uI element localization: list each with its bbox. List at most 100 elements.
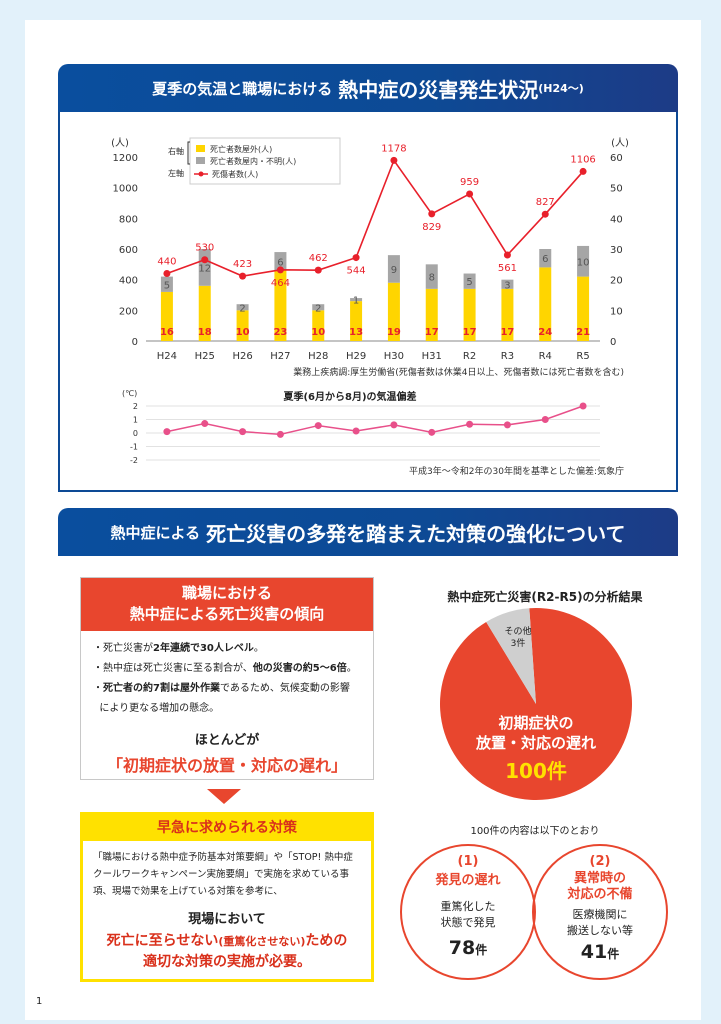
- bar-indoor-label: 5: [466, 277, 472, 288]
- temp-point: [276, 430, 284, 438]
- x-tick-label: H30: [384, 351, 404, 362]
- line-point-label: 561: [498, 263, 517, 274]
- trend-box-header: 職場における 熱中症による死亡災害の傾向: [81, 578, 373, 631]
- bar-outdoor-label: 17: [425, 327, 439, 338]
- temp-line: [166, 405, 584, 436]
- page-number: 1: [36, 996, 43, 1007]
- section1-banner: 夏季の気温と職場における 熱中症の災害発生状況 (H24〜): [58, 64, 678, 112]
- bar-outdoor-label: 18: [198, 327, 212, 338]
- left-tick-label: 1000: [113, 184, 138, 195]
- trend-header-line2: 熱中症による死亡災害の傾向: [129, 605, 325, 623]
- left-tick-label: 0: [132, 337, 138, 348]
- temp-point: [579, 402, 587, 410]
- line-point-label: 829: [422, 222, 441, 233]
- bar-outdoor-label: 24: [538, 327, 552, 338]
- temp-tick-label: -1: [130, 443, 138, 452]
- bullet-item: により更なる増加の懸念。: [93, 703, 220, 714]
- bar-indoor: [425, 264, 438, 289]
- x-tick-label: R2: [463, 351, 476, 362]
- trend-bullets: ・死亡災害が2年連続で30人レベル。 ・熱中症は死亡災害に至る割合が、他の災害の…: [81, 631, 373, 719]
- section1-title-big: 熱中症の災害発生状況: [338, 77, 539, 102]
- left-tick-label: 200: [119, 306, 138, 317]
- bar-indoor: [463, 273, 476, 289]
- bullet-item: ・熱中症は死亡災害に至る割合が、他の災害の約5〜6倍。: [93, 663, 357, 674]
- pie-slice-other: [486, 608, 536, 704]
- bar-indoor-label: 9: [391, 265, 397, 276]
- right-tick-label: 0: [610, 337, 616, 348]
- measures-body: 「職場における熱中症予防基本対策要綱」や「STOP! 熱中症クールワークキャンペ…: [93, 852, 353, 897]
- pie-main-label-1: 初期症状の: [498, 714, 573, 732]
- line-point: [314, 266, 322, 274]
- bar-outdoor-label: 19: [387, 327, 401, 338]
- x-tick-label: H31: [422, 351, 442, 362]
- disaster-chart: (人) (人)0200400600800100012000102030405060…: [111, 137, 629, 477]
- temp-tick-label: 0: [133, 429, 138, 438]
- legend-right-axis: 右軸: [168, 146, 184, 156]
- temp-point: [201, 420, 209, 428]
- bullet-item: ・死亡災害が2年連続で30人レベル。: [93, 643, 264, 654]
- trend-box: 職場における 熱中症による死亡災害の傾向 ・死亡災害が2年連続で30人レベル。 …: [80, 577, 374, 780]
- trend-lead: ほとんどが: [194, 733, 260, 748]
- bar-indoor-label: 3: [504, 280, 510, 291]
- pie-main-label-2: 放置・対応の遅れ: [475, 734, 596, 752]
- bar-outdoor-label: 13: [349, 327, 363, 338]
- bar-outdoor: [425, 288, 438, 341]
- temp-point: [163, 428, 171, 436]
- bar-indoor: [312, 304, 325, 311]
- bar-outdoor: [501, 288, 514, 341]
- line-point: [352, 254, 360, 262]
- right-tick-label: 40: [610, 214, 623, 225]
- bar-indoor: [274, 252, 287, 271]
- pie-other-count: 3件: [511, 637, 526, 649]
- bar-outdoor-label: 17: [463, 327, 477, 338]
- bar-outdoor: [577, 276, 590, 341]
- left-tick-label: 800: [119, 214, 138, 225]
- legend-outdoor-swatch: [196, 145, 205, 152]
- pie-chart: その他 3件 初期症状の 放置・対応の遅れ 100件: [438, 606, 634, 802]
- bar-indoor-label: 12: [198, 263, 211, 274]
- pie-other-label: その他: [504, 625, 531, 637]
- line-point-label: 423: [233, 259, 252, 270]
- line-point-label: 544: [347, 266, 366, 277]
- line-point-label: 1178: [381, 143, 406, 154]
- chart-panel: (人) (人) 0 200 400 600 800 1000 1200 0 10 20 30 40 50 60…: [58, 112, 678, 492]
- left-tick-label: 400: [119, 276, 138, 287]
- temp-tick-label: 2: [133, 402, 138, 411]
- measures-lead: 現場において: [188, 912, 266, 927]
- trend-highlight: 「初期症状の放置・対応の遅れ」: [106, 756, 347, 775]
- legend-line-label: 死傷者数(人): [212, 169, 258, 179]
- temp-tick-label: 1: [133, 416, 138, 425]
- bar-indoor: [539, 249, 552, 268]
- legend-indoor-label: 死亡者数屋内・不明(人): [210, 156, 296, 166]
- line-point: [541, 210, 549, 218]
- bar-indoor: [236, 304, 249, 311]
- x-tick-label: H29: [346, 351, 366, 362]
- temp-point: [314, 422, 322, 430]
- line-point: [579, 167, 587, 175]
- breakdown-desc: 医療機関に 搬送しない等: [567, 908, 633, 937]
- bar-indoor: [577, 245, 590, 277]
- x-tick-label: R4: [539, 351, 552, 362]
- section2-title-big: 死亡災害の多発を踏まえた対策の強化について: [206, 521, 626, 546]
- breakdown-count: 78件: [448, 937, 488, 959]
- bar-outdoor-label: 16: [160, 327, 174, 338]
- measures-highlight-line2: 適切な対策の実施が必要。: [143, 954, 311, 970]
- line-point-label: 464: [271, 278, 290, 289]
- breakdown-desc: 重篤化した 状態で発見: [440, 900, 496, 929]
- down-arrow-icon: [207, 789, 241, 804]
- line-point: [503, 251, 511, 259]
- bar-indoor-label: 2: [239, 303, 245, 314]
- bar-indoor-label: 5: [164, 280, 170, 291]
- line-point-label: 462: [309, 253, 328, 264]
- line-point: [201, 256, 209, 264]
- temp-point: [428, 428, 436, 436]
- left-axis-unit: (人): [111, 137, 129, 149]
- legend-indoor-swatch: [196, 157, 205, 164]
- line-point: [428, 210, 436, 218]
- line-point: [163, 270, 171, 278]
- temp-point: [541, 416, 549, 423]
- bar-indoor: [350, 298, 363, 302]
- line-point-label: 530: [195, 243, 214, 254]
- bullet-item: ・死亡者の約7割は屋外作業であるため、気候変動の影響: [93, 683, 350, 694]
- temp-point: [352, 427, 360, 435]
